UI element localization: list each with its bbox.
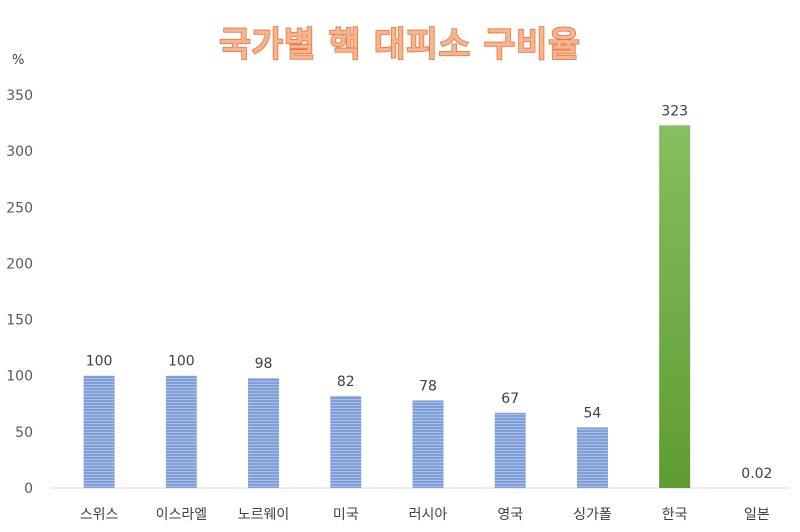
x-axis: 스위스 이스라엘 노르웨이 미국 러시아 영국 싱가폴 한국 일본 [80,507,770,523]
x-tick-label: 스위스 [80,507,119,523]
y-tick-label: 150 [6,313,33,329]
x-tick-label: 일본 [744,507,770,523]
bar [330,395,362,488]
data-label: 100 [168,354,195,370]
y-axis-unit-label: % [12,53,24,68]
data-label: 78 [419,378,437,394]
bar [248,377,280,488]
y-tick-label: 350 [6,88,33,104]
y-tick-label: 100 [6,369,33,385]
y-tick-label: 300 [6,144,33,160]
y-tick-label: 50 [15,425,33,441]
x-tick-label: 러시아 [409,507,448,523]
x-tick-label: 한국 [662,507,688,523]
bar [494,412,526,488]
x-tick-label: 이스라엘 [156,507,208,523]
data-label: 323 [661,103,688,119]
chart-title: 국가별 핵 대피소 구비율 [219,25,580,65]
bar [576,427,608,488]
y-axis: 0 50 100 150 200 250 300 350 [6,88,33,497]
bar [83,375,115,488]
data-label: 54 [584,405,602,421]
data-label: 82 [337,374,355,390]
data-label: 67 [501,391,519,407]
y-tick-label: 200 [6,256,33,272]
x-tick-label: 영국 [497,507,523,523]
bar [412,400,444,488]
data-label: 0.02 [741,466,772,482]
bar [659,125,691,489]
bar-series: 100 100 98 82 78 67 54 323 0.02 [83,103,772,489]
x-tick-label: 싱가폴 [573,507,612,523]
x-tick-label: 미국 [333,507,359,523]
data-label: 98 [255,356,273,372]
x-tick-label: 노르웨이 [238,507,290,523]
data-label: 100 [86,354,113,370]
y-tick-label: 250 [6,200,33,216]
y-tick-label: 0 [24,481,33,497]
bar [165,375,197,488]
